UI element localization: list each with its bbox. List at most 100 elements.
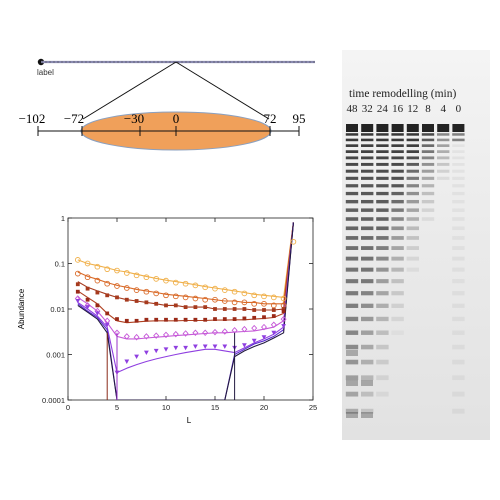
gel-band bbox=[452, 144, 465, 147]
gel-lane-label: 0 bbox=[456, 103, 462, 115]
x-tick-label: 0 bbox=[66, 403, 70, 412]
gel-band bbox=[421, 184, 435, 188]
gel-band bbox=[361, 344, 374, 350]
data-point bbox=[123, 333, 130, 340]
data-point bbox=[262, 308, 266, 312]
data-point bbox=[154, 317, 159, 322]
gel-band-top bbox=[376, 124, 389, 132]
gel-band bbox=[361, 330, 374, 335]
data-point bbox=[252, 315, 257, 320]
gel-band bbox=[361, 150, 374, 154]
gel-smear bbox=[346, 380, 358, 386]
y-tick-label: 0.01 bbox=[50, 305, 65, 314]
gel-band bbox=[406, 246, 419, 250]
data-point bbox=[124, 297, 129, 302]
gel-band bbox=[345, 279, 359, 284]
data-point bbox=[183, 345, 188, 351]
data-point bbox=[133, 333, 140, 341]
data-point bbox=[115, 317, 119, 321]
gel-band bbox=[376, 156, 389, 160]
gel-band bbox=[345, 256, 359, 261]
gel-band bbox=[452, 217, 465, 221]
gel-band bbox=[391, 162, 404, 166]
gel-band bbox=[406, 184, 419, 188]
gel-band bbox=[345, 144, 359, 147]
gel-band bbox=[376, 144, 389, 147]
data-point bbox=[134, 299, 139, 303]
data-point bbox=[212, 296, 218, 303]
scale-label-m30: −30 bbox=[124, 111, 144, 126]
gel-band bbox=[361, 176, 374, 180]
x-tick-label: 20 bbox=[260, 403, 268, 412]
data-point bbox=[74, 270, 81, 277]
gel-band bbox=[361, 267, 374, 272]
data-point bbox=[281, 324, 286, 329]
series-line bbox=[77, 222, 294, 305]
gel-band bbox=[345, 236, 359, 240]
scale-label-m102: −102 bbox=[19, 111, 46, 126]
y-tick-label: 0.0001 bbox=[42, 396, 65, 405]
data-point bbox=[193, 344, 198, 349]
series-line bbox=[77, 222, 294, 299]
data-point bbox=[261, 335, 267, 340]
data-point bbox=[222, 307, 227, 311]
gel-band bbox=[452, 176, 465, 180]
gel-band bbox=[361, 133, 374, 136]
data-point bbox=[154, 301, 159, 306]
gel-band bbox=[391, 226, 404, 231]
data-point bbox=[212, 285, 218, 292]
gel-band bbox=[406, 191, 419, 196]
gel-band bbox=[361, 184, 374, 188]
gel-band bbox=[376, 133, 389, 136]
data-point bbox=[143, 274, 150, 281]
gel-band-top bbox=[406, 124, 419, 132]
gel-smear bbox=[346, 412, 358, 418]
scale-label-72: 72 bbox=[264, 111, 277, 126]
gel-band bbox=[452, 208, 465, 212]
data-point bbox=[270, 302, 277, 309]
gel-band bbox=[345, 208, 359, 212]
data-point bbox=[172, 279, 179, 286]
data-point bbox=[115, 295, 119, 300]
gel-lane-label: 24 bbox=[377, 103, 389, 115]
gel-band bbox=[345, 391, 359, 397]
gel-band bbox=[376, 191, 389, 196]
series-line bbox=[77, 222, 294, 374]
gel-band bbox=[361, 246, 374, 250]
series-lines bbox=[77, 222, 294, 400]
gel-band bbox=[361, 191, 374, 196]
data-point bbox=[183, 305, 188, 310]
x-tick-label: 5 bbox=[115, 403, 119, 412]
data-point bbox=[261, 300, 267, 307]
gel-band bbox=[406, 176, 419, 180]
data-point bbox=[192, 282, 199, 289]
gel-band bbox=[391, 138, 404, 142]
gel-lane-label: 16 bbox=[392, 103, 404, 115]
data-point bbox=[221, 287, 228, 293]
gel-band bbox=[345, 150, 359, 154]
gel-band bbox=[391, 184, 404, 188]
data-point bbox=[105, 293, 110, 298]
gel-band-top bbox=[437, 124, 450, 132]
data-point bbox=[172, 293, 179, 300]
x-tick-label: 10 bbox=[162, 403, 170, 412]
y-tick-label: 0.001 bbox=[46, 351, 65, 360]
gel-band bbox=[452, 291, 465, 296]
y-tick-label: 1 bbox=[61, 214, 65, 223]
gel-band bbox=[421, 156, 435, 160]
data-point bbox=[75, 282, 80, 287]
data-point bbox=[164, 317, 168, 322]
gel-band bbox=[345, 184, 359, 188]
gel-band bbox=[452, 408, 465, 414]
gel-band bbox=[376, 316, 389, 322]
gel-band bbox=[437, 150, 450, 154]
gel-band bbox=[452, 344, 465, 350]
plot-frame bbox=[67, 217, 314, 401]
gel-band bbox=[345, 191, 359, 196]
gel-lane-label: 32 bbox=[362, 103, 373, 115]
gel-band bbox=[345, 246, 359, 250]
gel-band bbox=[421, 191, 435, 196]
gel-band bbox=[376, 359, 389, 365]
gel-band bbox=[361, 256, 374, 261]
scale-label-95: 95 bbox=[293, 111, 306, 126]
